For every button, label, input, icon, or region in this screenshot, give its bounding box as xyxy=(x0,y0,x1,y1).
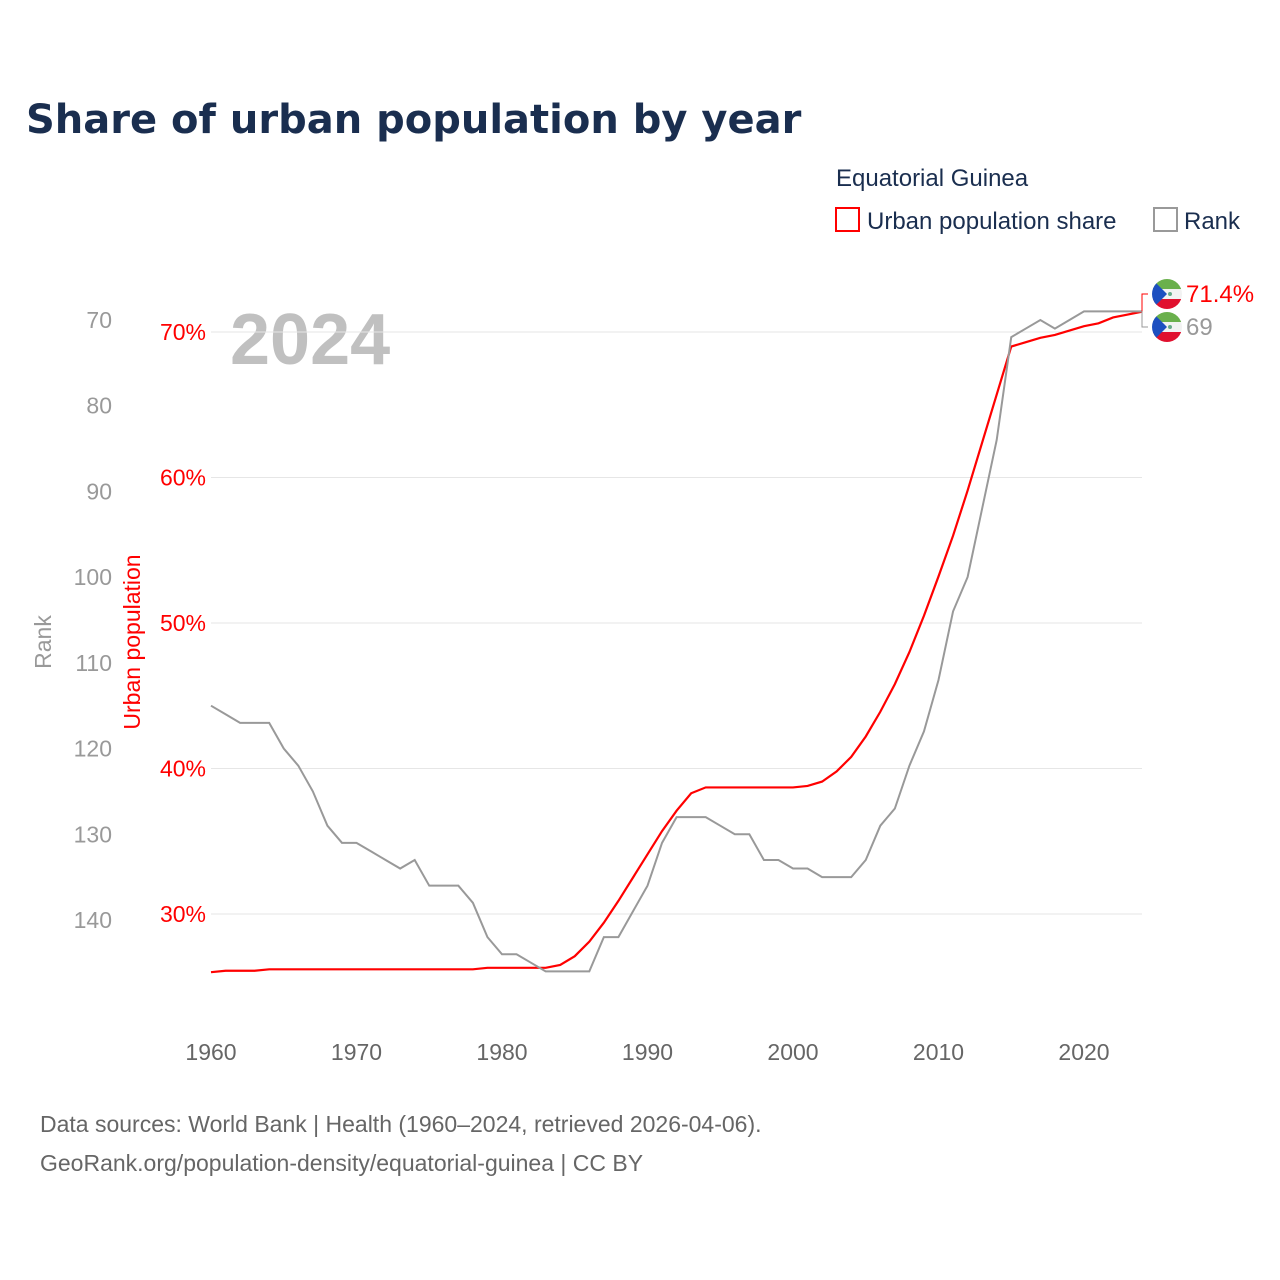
rank-end-label: 69 xyxy=(1186,314,1213,341)
urban-tick-label: 60% xyxy=(160,465,206,491)
legend-heading: Equatorial Guinea xyxy=(836,165,1029,192)
rank-tick-label: 90 xyxy=(86,478,112,504)
rank-tick-label: 80 xyxy=(86,393,112,419)
urban-axis-label: Urban population xyxy=(119,554,145,729)
rank-tick-label: 110 xyxy=(75,650,112,676)
footer-link[interactable]: GeoRank.org/population-density/equatoria… xyxy=(40,1150,643,1176)
legend-swatch-rank xyxy=(1153,207,1178,232)
urban-connector xyxy=(1141,293,1148,312)
urban-tick-label: 40% xyxy=(160,756,206,782)
rank-line xyxy=(210,310,1143,973)
urban-end-label: 71.4% xyxy=(1186,281,1254,308)
x-tick-label: 2020 xyxy=(1058,1039,1109,1065)
x-tick-label: 2010 xyxy=(913,1039,964,1065)
rank-connector xyxy=(1141,311,1148,328)
chart-title: Share of urban population by year xyxy=(26,97,802,143)
x-tick-label: 2000 xyxy=(767,1039,818,1065)
rank-tick-label: 130 xyxy=(74,821,112,847)
legend-swatch-urban xyxy=(835,207,860,232)
urban-line xyxy=(210,310,1143,974)
rank-tick-label: 70 xyxy=(86,307,112,333)
rank-axis-label: Rank xyxy=(30,615,56,669)
urban-tick-label: 30% xyxy=(160,901,206,927)
x-tick-label: 1990 xyxy=(622,1039,673,1065)
x-tick-label: 1980 xyxy=(476,1039,527,1065)
flag-icon-rank xyxy=(1152,312,1182,342)
x-tick-label: 1970 xyxy=(331,1039,382,1065)
urban-tick-label: 70% xyxy=(160,319,206,345)
rank-tick-label: 140 xyxy=(74,907,112,933)
urban-tick-label: 50% xyxy=(160,610,206,636)
footer-sources: Data sources: World Bank | Health (1960–… xyxy=(40,1111,762,1137)
rank-tick-label: 120 xyxy=(74,736,112,762)
x-tick-label: 1960 xyxy=(185,1039,236,1065)
rank-tick-label: 100 xyxy=(74,564,112,590)
flag-icon-urban xyxy=(1152,279,1182,309)
year-watermark: 2024 xyxy=(230,300,390,380)
legend-label-rank[interactable]: Rank xyxy=(1184,208,1241,235)
legend-label-urban[interactable]: Urban population share xyxy=(867,208,1117,235)
